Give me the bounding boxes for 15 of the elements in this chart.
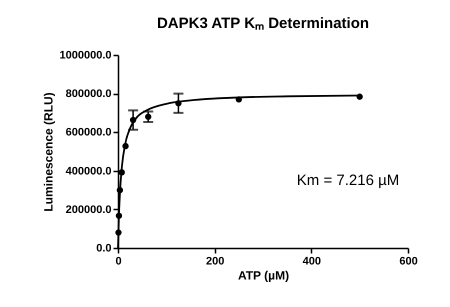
y-tick-label: 1000000.0 <box>60 50 112 62</box>
chart-title: DAPK3 ATP Kₘ Determination <box>156 15 370 32</box>
x-tick-label: 400 <box>302 256 322 268</box>
y-tick-label: 800000.0 <box>66 88 112 100</box>
y-tick-label: 0.0 <box>96 242 112 254</box>
y-tick-label: 200000.0 <box>66 204 112 216</box>
y-tick-label: 400000.0 <box>66 165 112 178</box>
x-tick-label: 200 <box>206 256 224 268</box>
point <box>145 114 152 120</box>
x-tick-label: 600 <box>399 256 418 268</box>
annotation: Km = 7.216 µM <box>296 172 400 189</box>
y-axis-title: Luminescence (RLU) <box>42 92 56 212</box>
y-tick-label: 600000.0 <box>66 126 112 139</box>
x-axis-title: ATP (µM) <box>238 268 290 282</box>
x-tick-label: 0 <box>115 256 122 268</box>
